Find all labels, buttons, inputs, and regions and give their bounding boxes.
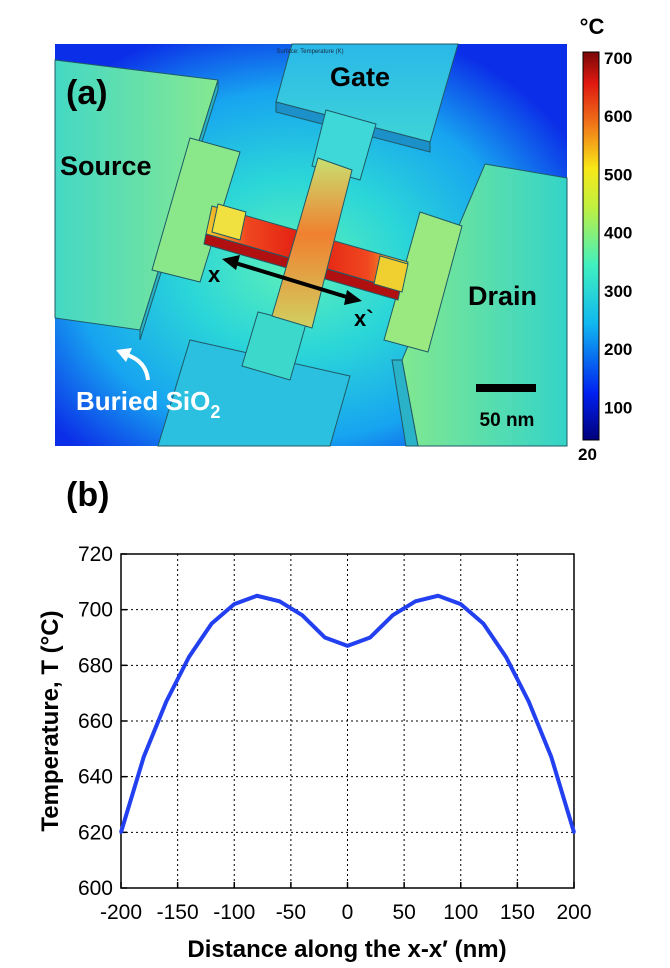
y-tick-label: 700: [78, 599, 113, 622]
gate-contact-bottom: [157, 339, 351, 447]
y-tick-label: 620: [78, 821, 113, 844]
source-label: Source: [60, 151, 152, 181]
temperature-data-point: [368, 635, 372, 640]
temperature-data-point: [210, 621, 214, 626]
scale-bar: [476, 384, 536, 392]
buried-oxide-label: Buried SiO2: [76, 386, 220, 422]
y-axis-label: Temperature, T (°C): [37, 610, 64, 831]
y-tick-label: 600: [78, 877, 113, 900]
surface-caption: Surface: Temperature (K): [276, 49, 343, 55]
colorbar-tick-label: 100: [604, 398, 632, 417]
temperature-data-point: [345, 644, 350, 648]
temperature-data-point: [300, 613, 304, 617]
source-extension: [151, 137, 241, 283]
colorbar-tick-label: 600: [604, 107, 632, 126]
drain-side-cap: [373, 255, 409, 293]
scale-bar-label: 50 nm: [480, 410, 535, 431]
temperature-data-point: [142, 755, 146, 759]
temperature-data-point: [527, 699, 531, 704]
panel-b-label: (b): [66, 476, 109, 514]
temperature-data-point: [504, 655, 508, 659]
colorbar-tick-label: 700: [604, 49, 632, 68]
y-tick-label: 640: [78, 766, 113, 789]
colorbar-tick-label: 500: [604, 165, 632, 184]
temperature-profile-panel: (b) -200 -150 -100 -50 0 50 100 150 200 600 620 640…: [37, 476, 592, 963]
panel-a-label: (a): [66, 74, 108, 112]
colorbar: [582, 51, 600, 441]
temperature-data-point: [232, 602, 236, 606]
colorbar-tick-label: 20: [578, 445, 597, 464]
x-tick-label: -150: [157, 901, 199, 924]
temperature-data-point: [572, 830, 576, 834]
y-tick-label: 680: [78, 654, 113, 677]
temperature-data-point: [481, 621, 485, 626]
colorbar-ticks: 700 600 500 400 300 200 100 20: [578, 49, 632, 464]
drain-label: Drain: [468, 281, 537, 311]
temperature-data-point: [549, 755, 553, 759]
x-tick-label: -100: [213, 901, 255, 924]
colorbar-tick-label: 400: [604, 224, 632, 243]
x-tick-label: 0: [342, 901, 354, 924]
data-series: [119, 593, 576, 834]
y-tick-label: 720: [78, 543, 113, 566]
colorbar-tick-label: 200: [604, 340, 632, 359]
temperature-data-point: [187, 655, 191, 659]
cut-line-arrow: [222, 255, 362, 305]
temperature-data-point: [436, 594, 440, 598]
temperature-data-point: [391, 613, 395, 617]
x-tick-label: 50: [392, 901, 415, 924]
x-tick-label: -50: [276, 901, 306, 924]
temperature-data-point: [413, 599, 418, 603]
y-tick-label: 660: [78, 710, 113, 733]
temperature-data-point: [164, 699, 168, 704]
cut-start-label: x: [208, 262, 221, 287]
x-tick-label: 150: [500, 901, 535, 924]
thermal-map-panel: Surface: Temperature (K) (a) Gate Source…: [54, 14, 632, 464]
temperature-data-point: [459, 602, 463, 606]
x-tick-label: -200: [100, 901, 142, 924]
source-side-cap: [211, 203, 247, 241]
x-tick-label: 100: [443, 901, 478, 924]
gate-label: Gate: [330, 62, 390, 92]
x-tick-label: 200: [556, 901, 591, 924]
colorbar-unit: °C: [580, 14, 605, 39]
x-axis-label: Distance along the x-x′ (nm): [187, 936, 506, 963]
device-geometry: [54, 43, 568, 447]
temperature-data-point: [255, 594, 259, 598]
gate-finger: [271, 157, 353, 329]
temperature-data-point: [323, 635, 327, 640]
chart-grid: [121, 554, 574, 888]
temperature-data-point: [119, 830, 123, 834]
colorbar-tick-label: 300: [604, 282, 632, 301]
temperature-data-point: [277, 599, 282, 603]
axis-ticks: -200 -150 -100 -50 0 50 100 150 200 600 620 640 660 6…: [78, 543, 592, 924]
cut-end-label: x`: [354, 306, 374, 331]
